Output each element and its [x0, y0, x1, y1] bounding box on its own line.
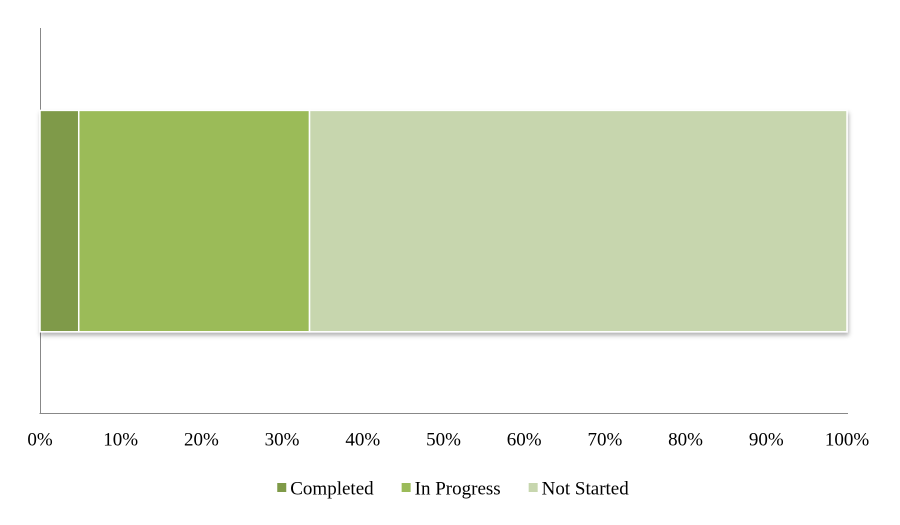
x-tick-label: 60% [507, 429, 542, 450]
x-tick-label: 80% [668, 429, 703, 450]
x-tick-label: 90% [749, 429, 784, 450]
x-tick-label: 70% [587, 429, 622, 450]
bar-segment [308, 109, 848, 333]
bar-segment [77, 109, 311, 333]
x-tick-label: 50% [426, 429, 461, 450]
legend-swatch [277, 483, 287, 492]
x-tick-label: 30% [265, 429, 300, 450]
legend-label: Completed [290, 478, 374, 499]
legend-label: In Progress [415, 478, 501, 499]
bar-segment [39, 109, 80, 333]
x-tick-label: 20% [184, 429, 219, 450]
legend-swatch [401, 483, 411, 492]
x-tick-label: 40% [345, 429, 380, 450]
x-tick-label: 10% [103, 429, 138, 450]
x-tick-label: 0% [27, 429, 53, 450]
legend-label: Not Started [542, 478, 630, 499]
bar-group [39, 109, 848, 333]
legend-swatch [528, 483, 538, 492]
x-tick-label: 100% [825, 429, 870, 450]
